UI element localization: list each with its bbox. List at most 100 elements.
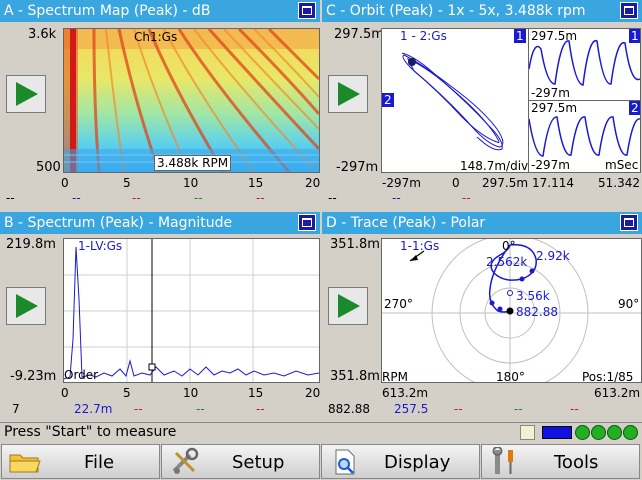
panel-b-start-button[interactable]	[6, 287, 46, 325]
panel-c-x-tick: -297m	[382, 176, 421, 190]
battery-indicator	[542, 426, 572, 439]
panel-c-footer-value: --	[328, 191, 337, 205]
panel-b-channel-label: 1-LV:Gs	[78, 239, 123, 253]
panel-c-bottom-max: 297.5m	[531, 101, 578, 115]
panel-c-scale-label: 148.7m/div	[460, 159, 529, 173]
panel-c-title: C - Orbit (Peak) - 1x - 5x, 3.488k rpm	[326, 3, 586, 19]
panel-b-x-tick: 5	[123, 386, 131, 400]
panel-b-footer-dash: --	[196, 402, 205, 416]
panel-d-y-max: 351.8m	[330, 237, 380, 252]
panel-c-marker-2: 2	[382, 93, 394, 107]
panel-d-footer-dash: --	[454, 402, 463, 416]
panel-d-footer-value: 257.5	[394, 402, 429, 416]
panel-d-pos-label: Pos:1/85	[582, 370, 634, 383]
panel-c-orbit-plot[interactable]: 1 - 2:Gs 1 2 148.7m/div	[381, 28, 529, 173]
wrench-screwdriver-icon	[492, 447, 513, 474]
panel-c-start-button[interactable]	[328, 75, 368, 113]
panel-c-titlebar[interactable]: C - Orbit (Peak) - 1x - 5x, 3.488k rpm	[322, 0, 642, 22]
panel-d-y-min: 351.8m	[330, 369, 380, 384]
panel-c-waveform-top[interactable]: 297.5m -297m 1	[528, 28, 641, 101]
panel-c-waveform-bottom[interactable]: 297.5m -297m mSec 2	[528, 100, 641, 173]
tools-menu-button[interactable]: Tools	[481, 444, 640, 479]
panel-b-title: B - Spectrum (Peak) - Magnitude	[4, 215, 233, 231]
file-menu-button[interactable]: File	[1, 444, 160, 479]
panel-b-titlebar[interactable]: B - Spectrum (Peak) - Magnitude	[0, 212, 320, 234]
panel-d-angle-90: 90°	[618, 297, 640, 311]
panel-d-value-1: 882.88	[516, 305, 558, 319]
panel-b-x-axis-label: Order	[64, 368, 99, 382]
panel-b-x-tick: 20	[305, 386, 321, 400]
tools-menu-label: Tools	[554, 452, 599, 473]
panel-b-footer-value: 22.7m	[74, 402, 113, 416]
play-icon	[338, 82, 360, 106]
waveform-bottom	[529, 116, 640, 157]
panel-a-x-tick: 15	[248, 176, 264, 190]
panel-a-y-max: 3.6k	[28, 27, 57, 42]
window-icon	[624, 6, 634, 15]
panel-c-x-tick: 0	[452, 176, 460, 190]
panel-c-maximize-button[interactable]	[620, 2, 638, 19]
play-icon	[16, 294, 38, 318]
display-menu-button[interactable]: Display	[321, 444, 480, 479]
panel-b-y-min: -9.23m	[10, 369, 57, 384]
panel-a-x-tick: 0	[61, 176, 69, 190]
panel-a-maximize-button[interactable]	[298, 2, 316, 19]
window-icon	[302, 6, 312, 15]
panel-a-heatmap[interactable]: Ch1:Gs 3.488k RPM	[63, 28, 320, 173]
panel-b-x-tick: 0	[61, 386, 69, 400]
panel-a-footer-value: --	[256, 191, 265, 205]
panel-d-x-right: 613.2m	[594, 386, 641, 400]
panel-c-footer-value: --	[392, 191, 401, 205]
panel-c-time-unit: mSec	[605, 158, 639, 172]
file-menu-label: File	[84, 452, 115, 473]
panel-c-orbit: C - Orbit (Peak) - 1x - 5x, 3.488k rpm 2…	[322, 0, 642, 208]
panel-b-x-tick: 15	[248, 386, 264, 400]
panel-a-x-tick: 10	[183, 176, 199, 190]
panel-c-marker-1: 1	[514, 29, 526, 43]
panel-d-polar-plot[interactable]: 1-1:Gs 0° 90° 180° 270° 2.562k 2.92k 3.5…	[381, 238, 642, 383]
panel-d-footer-dash: --	[514, 402, 523, 416]
panel-a-footer-value: --	[72, 191, 81, 205]
panel-d-rpm-label: RPM	[382, 370, 408, 383]
display-menu-label: Display	[384, 452, 451, 473]
polar-plot	[382, 239, 641, 382]
panel-a-start-button[interactable]	[6, 75, 46, 113]
folder-icon	[9, 454, 41, 473]
panel-a-footer-value: --	[132, 191, 141, 205]
panel-c-top-marker: 1	[629, 29, 640, 43]
panel-a-footer-value: --	[194, 191, 203, 205]
status-led	[607, 425, 622, 440]
panel-a-x-tick: 5	[123, 176, 131, 190]
panel-a-spectrum-map: A - Spectrum Map (Peak) - dB 3.6k 500	[0, 0, 320, 208]
panel-d-maximize-button[interactable]	[620, 214, 638, 231]
panel-b-spectrum-plot[interactable]: 1-LV:Gs Order	[63, 238, 320, 383]
panel-b-footer-left: 7	[12, 402, 20, 416]
panel-d-footer-left: 882.88	[328, 402, 370, 416]
panel-d-channel-label: 1-1:Gs	[400, 239, 440, 253]
setup-menu-button[interactable]: Setup	[161, 444, 320, 479]
panel-c-footer-value: --	[462, 191, 471, 205]
panel-d-footer-dash: --	[570, 402, 579, 416]
panel-d-angle-0: 0°	[502, 239, 516, 253]
waveform-top	[529, 40, 640, 86]
panel-d-angle-270: 270°	[384, 297, 413, 311]
spectrum-map-heatmap	[64, 29, 319, 172]
panel-c-bottom-marker: 2	[629, 101, 640, 115]
document-magnifier-icon	[335, 449, 355, 475]
panel-c-y-min: -297m	[336, 160, 379, 175]
panel-b-maximize-button[interactable]	[298, 214, 316, 231]
panel-d-start-button[interactable]	[328, 287, 368, 325]
status-led	[623, 425, 638, 440]
panel-a-titlebar[interactable]: A - Spectrum Map (Peak) - dB	[0, 0, 320, 22]
panel-a-x-tick: 20	[305, 176, 321, 190]
panel-d-rpm-2: 2.92k	[536, 249, 570, 263]
panel-b-footer-dash: --	[134, 402, 143, 416]
panel-d-polar: D - Trace (Peak) - Polar 351.8m 351.8m 1…	[322, 212, 642, 420]
spectrum-plot	[64, 239, 319, 382]
panel-d-titlebar[interactable]: D - Trace (Peak) - Polar	[322, 212, 642, 234]
panel-a-footer-value: --	[6, 191, 15, 205]
panel-d-title: D - Trace (Peak) - Polar	[326, 215, 486, 231]
panel-c-y-max: 297.5m	[334, 27, 384, 42]
window-icon	[302, 218, 312, 227]
panel-c-channel-label: 1 - 2:Gs	[400, 29, 447, 43]
